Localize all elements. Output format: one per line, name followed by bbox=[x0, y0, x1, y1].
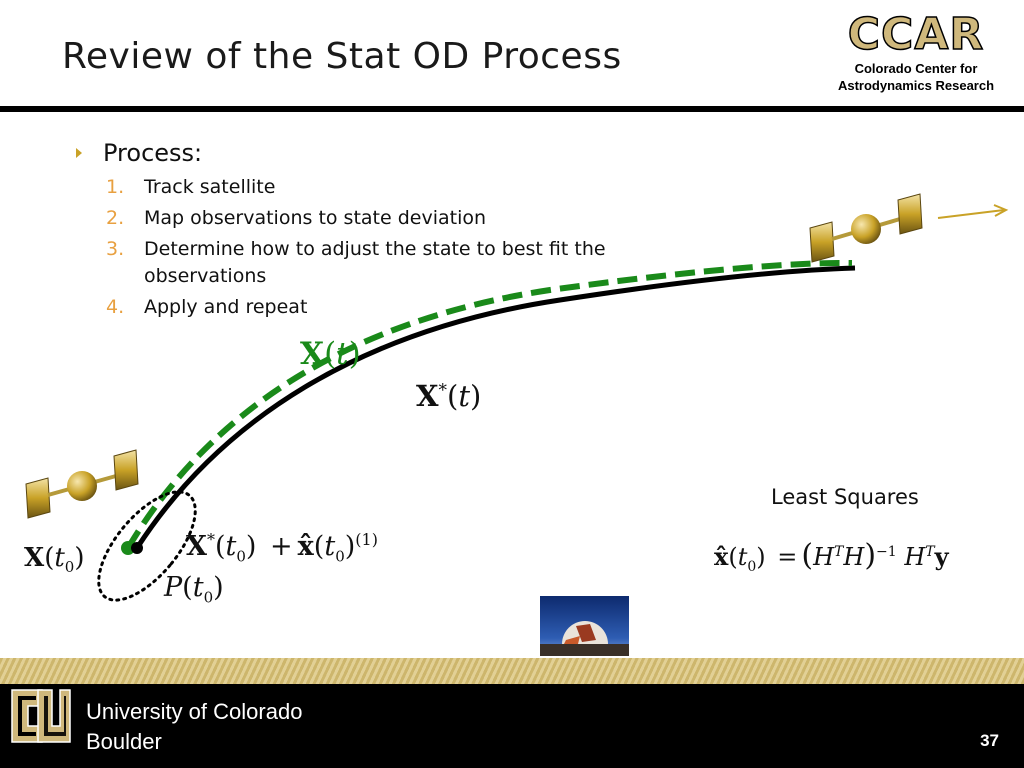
bullet-arrow-icon bbox=[76, 148, 82, 158]
step-number: 2. bbox=[106, 207, 125, 229]
footer-stripe bbox=[0, 658, 1024, 684]
logo-subtitle-line2: Astrodynamics Research bbox=[837, 78, 995, 93]
least-squares-equation: x̂(t0) = (HTH)−1 HTy bbox=[714, 538, 949, 575]
step-number: 3. bbox=[106, 238, 125, 260]
covariance-label: P(t0) bbox=[164, 572, 224, 607]
university-line1: University of Colorado bbox=[86, 699, 303, 724]
observatory-photo bbox=[540, 596, 629, 656]
process-heading-text: Process: bbox=[103, 139, 203, 167]
initial-true-state-label: X(t0) bbox=[24, 543, 85, 577]
title-divider bbox=[0, 106, 1024, 112]
step-text: Determine how to adjust the state to bes… bbox=[144, 238, 606, 287]
true-trajectory-label: X(t) bbox=[300, 336, 361, 372]
university-line2: Boulder bbox=[86, 729, 162, 754]
step-text: Track satellite bbox=[144, 176, 276, 198]
true-state-point bbox=[121, 541, 135, 555]
page-number: 37 bbox=[980, 731, 999, 750]
covariance-ellipse bbox=[97, 490, 197, 602]
step-text: Apply and repeat bbox=[144, 296, 308, 318]
cu-logo-icon bbox=[11, 689, 71, 743]
satellite-icon bbox=[809, 193, 923, 263]
initial-estimate-label: X*(t0) + x̂(t0)(1) bbox=[186, 530, 378, 566]
velocity-arrow-icon bbox=[937, 204, 1009, 219]
reference-orbit-line bbox=[134, 265, 856, 550]
university-name: University of Colorado Boulder bbox=[86, 697, 302, 757]
ccar-logo: CCAR Colorado Center for Astrodynamics R… bbox=[826, 9, 1006, 94]
satellite-icon bbox=[25, 449, 139, 519]
reference-trajectory-label: X*(t) bbox=[416, 379, 482, 413]
step-item: 1. Track satellite bbox=[72, 174, 614, 201]
step-number: 1. bbox=[106, 176, 125, 198]
true-orbit-line bbox=[125, 259, 853, 550]
steps-list: 1. Track satellite 2. Map observations to … bbox=[72, 174, 614, 321]
process-list: Process: 1. Track satellite 2. Map observa… bbox=[72, 138, 614, 325]
step-item: 4. Apply and repeat bbox=[72, 294, 614, 321]
footer-bar bbox=[0, 684, 1024, 768]
step-number: 4. bbox=[106, 296, 125, 318]
slide-title: Review of the Stat OD Process bbox=[62, 36, 622, 77]
logo-name: CCAR bbox=[847, 9, 985, 61]
process-heading: Process: bbox=[72, 138, 614, 168]
step-item: 2. Map observations to state deviation bbox=[72, 205, 614, 232]
least-squares-label: Least Squares bbox=[771, 485, 919, 509]
reference-state-point bbox=[131, 542, 143, 554]
step-item: 3. Determine how to adjust the state to b… bbox=[72, 236, 614, 290]
logo-subtitle-line1: Colorado Center for bbox=[854, 61, 978, 76]
step-text: Map observations to state deviation bbox=[144, 207, 487, 229]
